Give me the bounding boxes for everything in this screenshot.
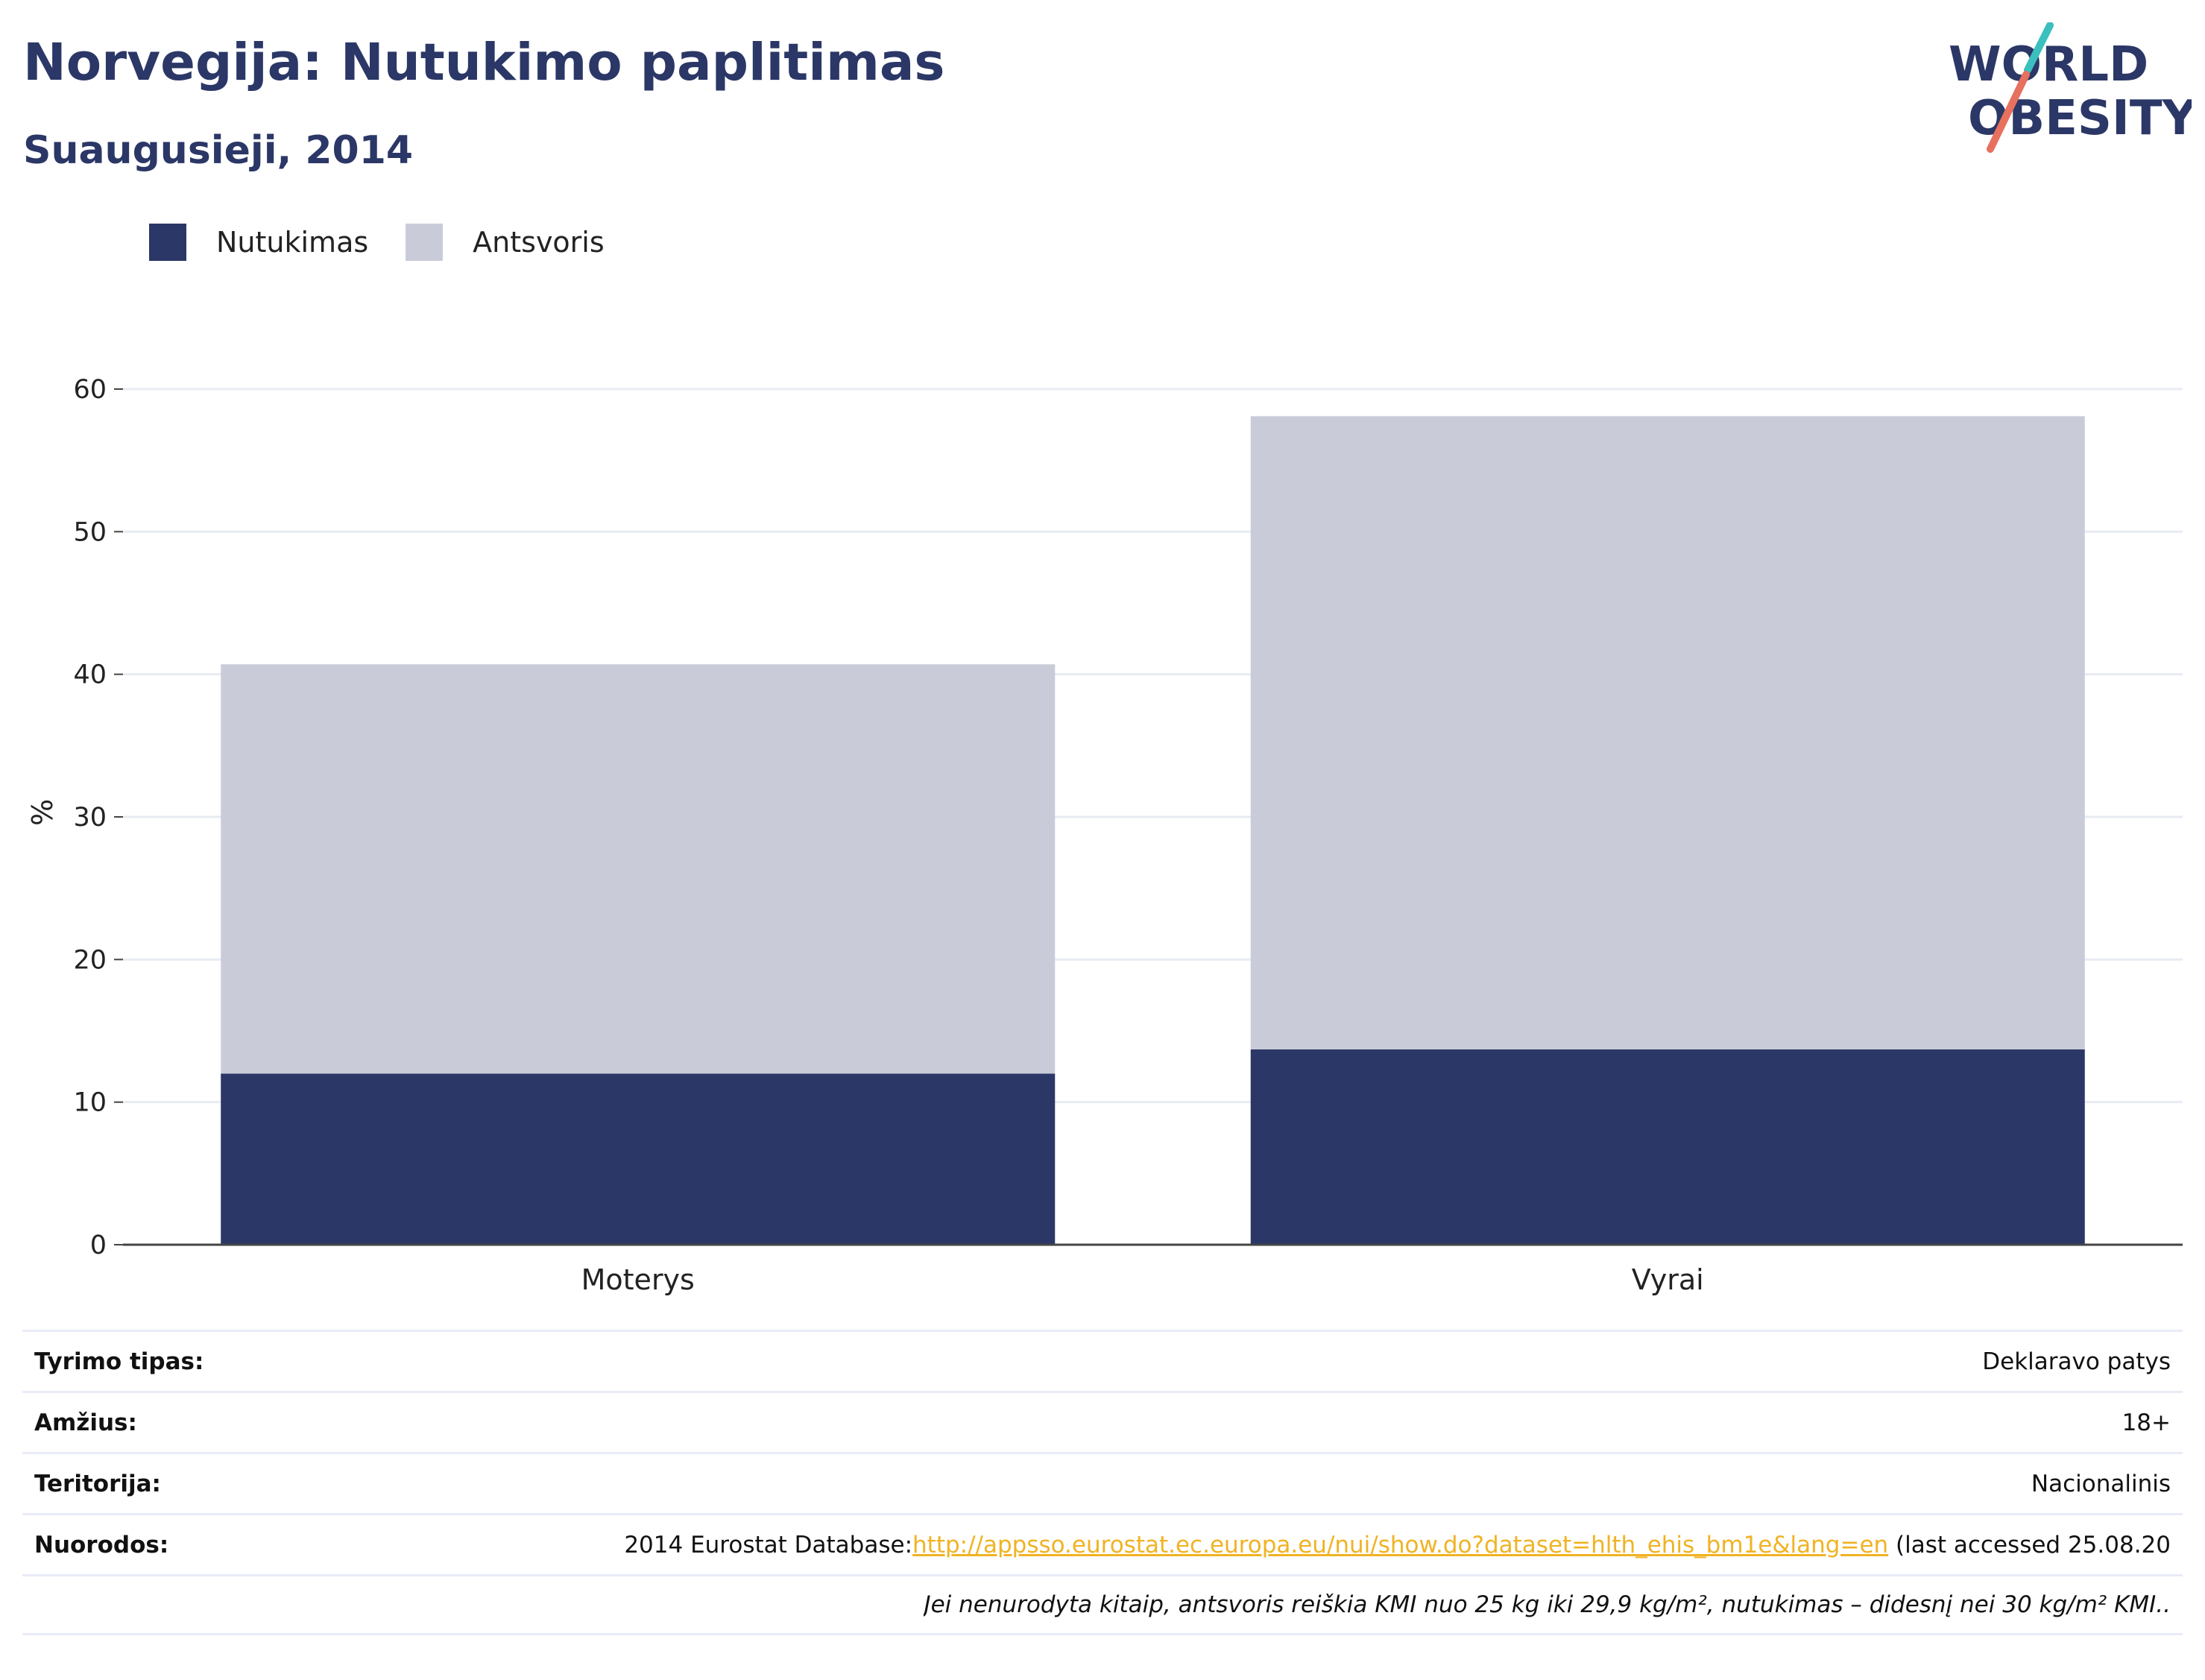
info-row-territory: Teritorija: Nacionalinis	[22, 1452, 2183, 1513]
legend-swatch-nutukimas	[149, 224, 186, 261]
legend-label-nutukimas: Nutukimas	[216, 226, 369, 259]
y-tick-label: 10	[73, 1088, 107, 1118]
reference-link[interactable]: http://appsso.eurostat.ec.europa.eu/nui/…	[912, 1531, 1889, 1559]
info-key: Tyrimo tipas:	[34, 1348, 204, 1375]
logo-slash-top	[2024, 22, 2054, 74]
info-key: Nuorodos:	[34, 1531, 169, 1559]
bar-nutukimas-moterys[interactable]	[221, 1073, 1056, 1245]
reference-suffix: (last accessed 25.08.20	[1888, 1531, 2171, 1559]
y-tick-label: 40	[73, 660, 107, 690]
legend-label-antsvoris: Antsvoris	[473, 226, 605, 259]
info-row-references: Nuorodos: 2014 Eurostat Database:http://…	[22, 1513, 2183, 1574]
info-key: Teritorija:	[34, 1470, 161, 1497]
chart-title: Norvegija: Nutukimo paplitimas	[23, 33, 945, 92]
stacked-bar-chart: 0 10 20 30 40 50 60 Moterys Vyrai %	[26, 375, 2183, 1296]
chart-subtitle: Suaugusieji, 2014	[23, 128, 414, 173]
y-tick-label: 60	[73, 375, 107, 405]
info-value: Deklaravo patys	[1982, 1348, 2171, 1375]
definition-note: Jei nenurodyta kitaip, antsvoris reiškia…	[924, 1591, 2171, 1618]
info-row-age: Amžius: 18+	[22, 1391, 2183, 1452]
info-value: Nacionalinis	[2031, 1470, 2171, 1497]
y-tick-label: 20	[73, 945, 107, 975]
world-obesity-logo: WORLD OBESITY	[1949, 22, 2192, 153]
legend-item-nutukimas[interactable]: Nutukimas	[149, 224, 368, 261]
chart-legend: Nutukimas Antsvoris	[149, 221, 642, 263]
y-tick-label: 30	[73, 803, 107, 833]
info-table: Tyrimo tipas: Deklaravo patys Amžius: 18…	[22, 1330, 2183, 1635]
y-tick-label: 0	[90, 1231, 107, 1260]
reference-prefix: 2014 Eurostat Database:	[624, 1531, 913, 1559]
info-key: Amžius:	[34, 1409, 137, 1436]
y-axis-title: %	[26, 799, 59, 826]
x-category-label: Moterys	[581, 1263, 695, 1296]
legend-swatch-antsvoris	[406, 224, 444, 261]
x-category-label: Vyrai	[1632, 1263, 1704, 1296]
bar-nutukimas-vyrai[interactable]	[1250, 1049, 2085, 1245]
bars	[221, 416, 2085, 1245]
axes: 0 10 20 30 40 50 60 Moterys Vyrai	[73, 375, 2183, 1296]
info-value: 18+	[2122, 1409, 2171, 1436]
y-tick-label: 50	[73, 517, 107, 547]
info-row-note: Jei nenurodyta kitaip, antsvoris reiškia…	[22, 1574, 2183, 1635]
info-value: 2014 Eurostat Database:http://appsso.eur…	[624, 1532, 2171, 1559]
logo-slash-bottom	[1987, 71, 2030, 153]
bar-antsvoris-vyrai[interactable]	[1250, 416, 2085, 1049]
logo-line1: WORLD	[1949, 37, 2148, 92]
legend-item-antsvoris[interactable]: Antsvoris	[406, 224, 605, 261]
info-row-survey-type: Tyrimo tipas: Deklaravo patys	[22, 1330, 2183, 1391]
bar-antsvoris-moterys[interactable]	[221, 664, 1056, 1074]
